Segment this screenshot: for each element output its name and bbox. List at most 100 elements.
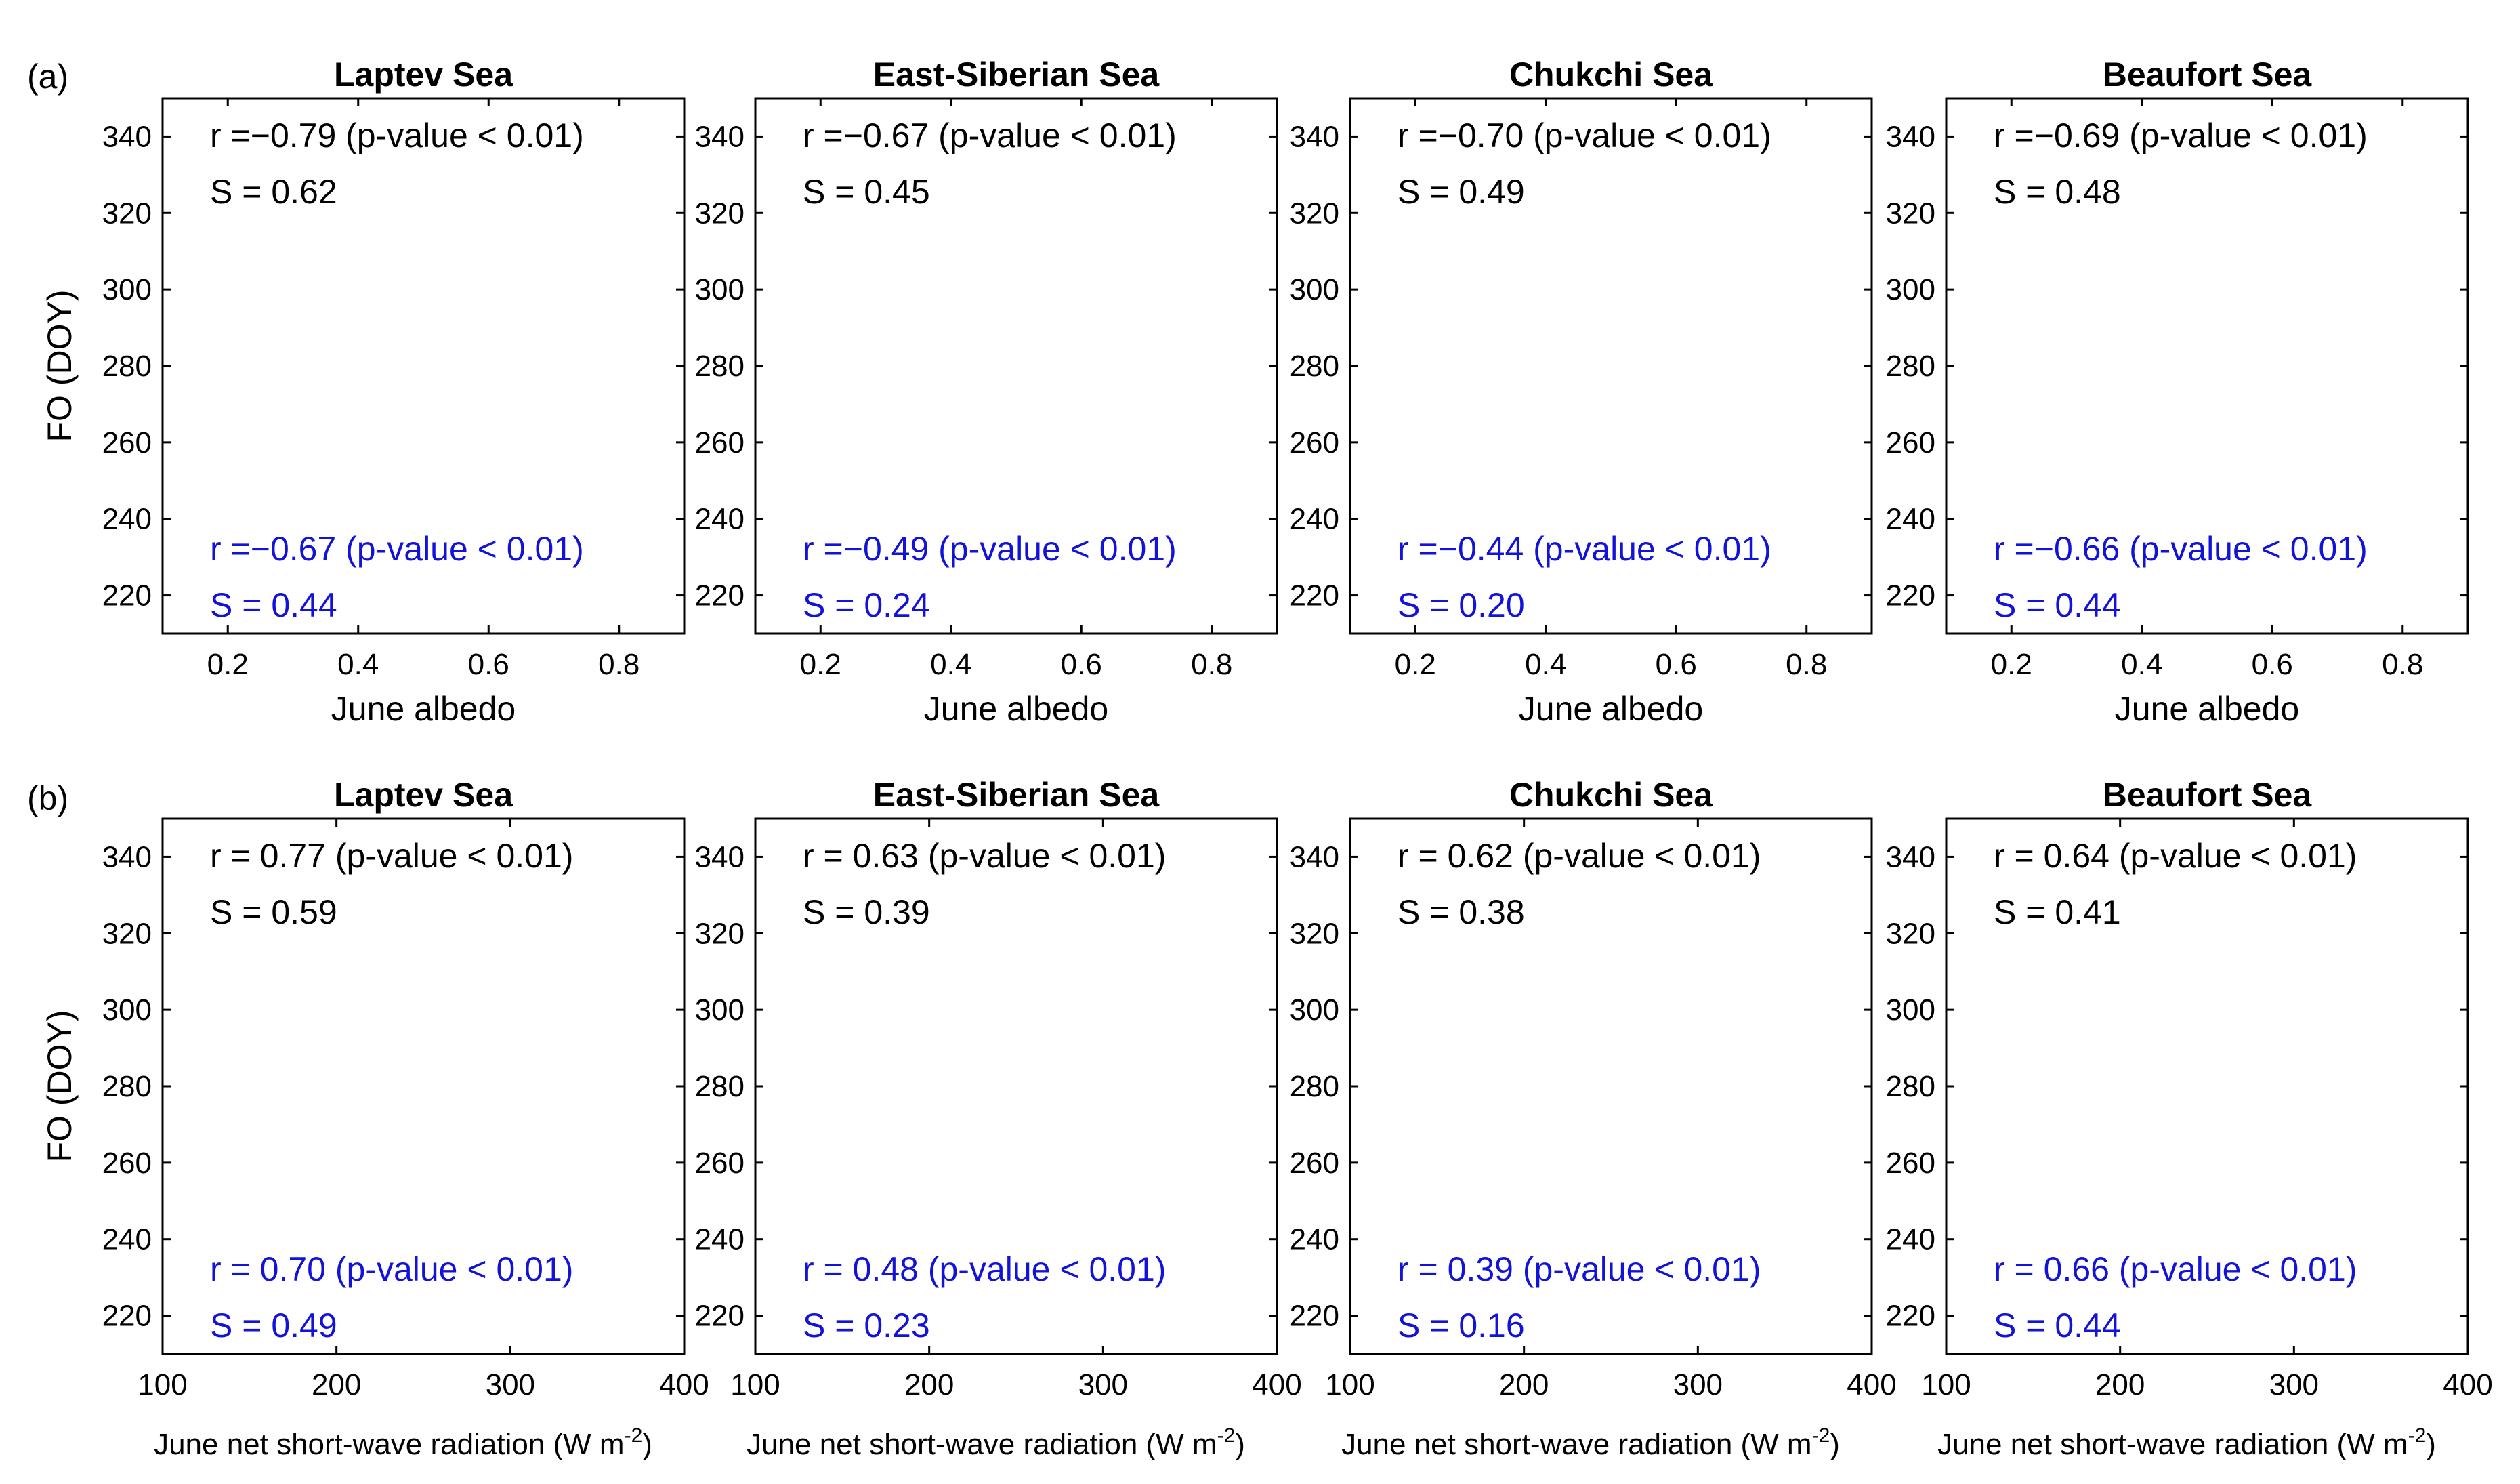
subplot-b-east-siberian-sea: 100 200 300 400 220 240 260 280 300 320 340 East-Si… [695, 776, 1302, 1461]
y-tick-label: 300 [695, 273, 744, 306]
subplot-title: Beaufort Sea [2103, 776, 2313, 814]
stat-r-top: r =−0.67 (p-value < 0.01) [803, 117, 1177, 154]
plot-frame [161, 97, 686, 635]
x-tick-label: 200 [2095, 1368, 2145, 1401]
y-tick-label: 220 [695, 579, 744, 613]
stat-r-bottom: r = 0.66 (p-value < 0.01) [1994, 1250, 2357, 1288]
x-tick-label: 0.2 [800, 648, 841, 681]
y-tick-label: 240 [1886, 503, 1935, 536]
subplot-a-chukchi-sea: 0.2 0.4 0.6 0.8 220 240 260 280 300 320 340 Chukchi… [1290, 56, 1873, 728]
stat-r-top: r = 0.64 (p-value < 0.01) [1994, 837, 2357, 875]
y-tick-label: 300 [1290, 273, 1339, 306]
stat-s-top: S = 0.45 [803, 173, 930, 211]
subplot-b-chukchi-sea: 100 200 300 400 220 240 260 280 300 320 340 Chukchi… [1290, 776, 1897, 1461]
stat-r-top: r =−0.69 (p-value < 0.01) [1994, 117, 2368, 154]
y-tick-label: 220 [1886, 1300, 1935, 1333]
y-tick-label: 280 [1886, 350, 1935, 383]
subplot-b-beaufort-sea: 100 200 300 400 220 240 260 280 300 320 340 Beaufor… [1886, 776, 2493, 1461]
x-tick-label: 100 [730, 1368, 780, 1401]
y-tick-label: 320 [102, 197, 152, 230]
x-tick-label: 0.2 [207, 648, 249, 681]
stat-s-top: S = 0.39 [803, 893, 930, 931]
x-axis-label: June net short-wave radiation (W m-2) [154, 1424, 652, 1461]
x-tick-label: 0.4 [930, 648, 971, 681]
y-tick-label: 300 [695, 993, 744, 1027]
subplot-title: Chukchi Sea [1509, 56, 1713, 94]
y-tick-label: 340 [102, 120, 152, 153]
y-tick-label: 300 [102, 273, 152, 306]
y-tick-label: 280 [102, 1070, 152, 1103]
y-tick-label: 220 [1290, 1300, 1339, 1333]
y-tick-label: 320 [695, 917, 744, 950]
stat-s-bottom: S = 0.49 [210, 1306, 337, 1344]
x-tick-label: 0.6 [1656, 648, 1697, 681]
x-axis-label: June albedo [1519, 690, 1703, 728]
stat-r-bottom: r =−0.44 (p-value < 0.01) [1398, 530, 1771, 568]
y-tick-label: 260 [695, 1147, 744, 1180]
y-tick-label: 340 [695, 120, 744, 153]
y-tick-label: 320 [1290, 917, 1339, 950]
panel-label-b: (b) [27, 779, 68, 817]
x-axis-label: June albedo [2115, 690, 2299, 728]
x-tick-label: 0.6 [2252, 648, 2293, 681]
x-tick-label: 0.4 [337, 648, 379, 681]
y-tick-label: 280 [1290, 1070, 1339, 1103]
subplot-a-east-siberian-sea: 0.2 0.4 0.6 0.8 220 240 260 280 300 320 340 East-Si… [695, 56, 1278, 728]
y-tick-label: 280 [102, 350, 152, 383]
y-tick-label: 340 [695, 840, 744, 873]
x-tick-label: 100 [138, 1368, 187, 1401]
stat-s-bottom: S = 0.23 [803, 1306, 930, 1344]
y-tick-label: 260 [1290, 426, 1339, 459]
subplot-a-beaufort-sea: 0.2 0.4 0.6 0.8 220 240 260 280 300 320 340 Beaufor… [1886, 56, 2469, 728]
y-tick-label: 240 [1290, 1223, 1339, 1256]
y-tick-label: 220 [102, 579, 152, 613]
stat-s-top: S = 0.41 [1994, 893, 2121, 931]
subplot-title: Laptev Sea [334, 56, 513, 94]
y-tick-label: 300 [1886, 273, 1935, 306]
y-tick-label: 260 [102, 1147, 152, 1180]
y-tick-label: 340 [102, 840, 152, 873]
plot-frame [754, 97, 1278, 635]
x-tick-label: 200 [904, 1368, 954, 1401]
x-axis-label: June net short-wave radiation (W m-2) [1937, 1424, 2436, 1461]
y-tick-label: 280 [1886, 1070, 1935, 1103]
y-tick-label: 220 [102, 1300, 152, 1333]
y-tick-label: 340 [1290, 120, 1339, 153]
y-tick-label: 300 [1290, 993, 1339, 1027]
stat-r-top: r =−0.79 (p-value < 0.01) [210, 117, 584, 154]
x-tick-label: 300 [486, 1368, 535, 1401]
x-tick-label: 300 [1673, 1368, 1723, 1401]
y-axis-label: FO (DOY) [41, 1010, 79, 1163]
x-tick-label: 0.2 [1395, 648, 1436, 681]
y-tick-label: 280 [1290, 350, 1339, 383]
subplot-title: East-Siberian Sea [873, 776, 1160, 814]
x-tick-label: 300 [1078, 1368, 1128, 1401]
stat-s-top: S = 0.48 [1994, 173, 2121, 211]
subplot-b-laptev-sea: 100 200 300 400 220 240 260 280 300 320 340 Laptev … [41, 776, 709, 1461]
x-axis-label: June net short-wave radiation (W m-2) [747, 1424, 1245, 1461]
y-tick-label: 340 [1886, 840, 1935, 873]
x-tick-label: 200 [1499, 1368, 1549, 1401]
y-tick-label: 280 [695, 350, 744, 383]
y-tick-label: 260 [1290, 1147, 1339, 1180]
x-axis-label: June net short-wave radiation (W m-2) [1341, 1424, 1840, 1461]
stat-s-top: S = 0.62 [210, 173, 337, 211]
y-tick-label: 220 [1886, 579, 1935, 613]
y-tick-label: 260 [102, 426, 152, 459]
plot-frame [1349, 817, 1873, 1355]
y-tick-label: 260 [1886, 1147, 1935, 1180]
y-tick-label: 240 [695, 1223, 744, 1256]
y-tick-label: 300 [1886, 993, 1935, 1027]
y-tick-label: 240 [102, 503, 152, 536]
subplot-title: Laptev Sea [334, 776, 513, 814]
y-tick-label: 220 [695, 1300, 744, 1333]
panel-label-a: (a) [27, 58, 68, 96]
y-tick-label: 320 [1290, 197, 1339, 230]
y-tick-label: 260 [695, 426, 744, 459]
y-tick-label: 320 [1886, 917, 1935, 950]
x-tick-label: 400 [1847, 1368, 1896, 1401]
stat-r-top: r = 0.63 (p-value < 0.01) [803, 837, 1166, 875]
subplots: 0.2 0.4 0.6 0.8 220 240 260 280 300 320 340 Laptev … [41, 56, 2493, 1461]
x-tick-label: 400 [2443, 1368, 2492, 1401]
